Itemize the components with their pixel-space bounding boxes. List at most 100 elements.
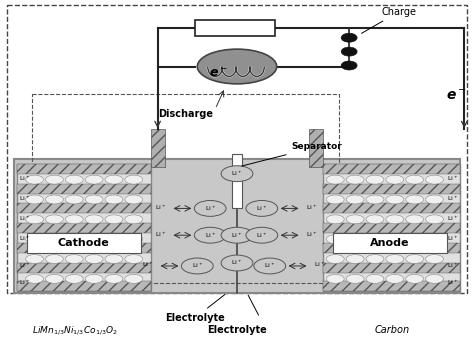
Ellipse shape: [46, 274, 64, 283]
Bar: [310, 129, 323, 167]
Text: Li$^+$: Li$^+$: [231, 259, 243, 267]
Text: Li$^+$: Li$^+$: [18, 279, 30, 287]
Bar: [232, 154, 242, 209]
Ellipse shape: [85, 195, 103, 204]
Ellipse shape: [341, 61, 357, 70]
Ellipse shape: [326, 215, 344, 224]
Ellipse shape: [341, 33, 357, 42]
Ellipse shape: [65, 175, 83, 184]
Ellipse shape: [246, 200, 278, 216]
Ellipse shape: [406, 235, 424, 244]
Ellipse shape: [426, 274, 444, 283]
Ellipse shape: [197, 49, 277, 84]
Ellipse shape: [346, 195, 364, 204]
Ellipse shape: [26, 255, 44, 264]
Text: Li$^+$: Li$^+$: [447, 262, 458, 270]
Text: Li$^+$: Li$^+$: [18, 174, 30, 183]
Ellipse shape: [194, 200, 226, 216]
Ellipse shape: [426, 215, 444, 224]
Bar: [323, 164, 460, 174]
Ellipse shape: [406, 255, 424, 264]
Bar: [17, 223, 151, 233]
Bar: [32, 94, 339, 283]
Bar: [195, 20, 275, 36]
Ellipse shape: [346, 175, 364, 184]
Bar: [17, 184, 151, 194]
Text: Separator: Separator: [242, 142, 342, 166]
Ellipse shape: [85, 215, 103, 224]
Ellipse shape: [426, 255, 444, 264]
Text: Li$^+$: Li$^+$: [447, 279, 458, 287]
Ellipse shape: [346, 235, 364, 244]
Text: Li$^+$: Li$^+$: [306, 203, 317, 212]
Text: e$^-$: e$^-$: [209, 67, 228, 80]
Ellipse shape: [221, 166, 253, 182]
Ellipse shape: [26, 215, 44, 224]
Text: Electrolyte: Electrolyte: [165, 294, 225, 322]
Ellipse shape: [65, 215, 83, 224]
Ellipse shape: [46, 175, 64, 184]
Ellipse shape: [326, 274, 344, 283]
Text: Li$^+$: Li$^+$: [231, 231, 243, 240]
Bar: [323, 164, 460, 291]
Ellipse shape: [386, 255, 404, 264]
Text: Discharge: Discharge: [158, 109, 213, 119]
Ellipse shape: [426, 195, 444, 204]
Ellipse shape: [326, 175, 344, 184]
Ellipse shape: [386, 274, 404, 283]
Bar: [323, 243, 460, 253]
Ellipse shape: [386, 215, 404, 224]
Ellipse shape: [366, 195, 384, 204]
Bar: [323, 281, 460, 291]
Bar: [14, 159, 460, 293]
Bar: [323, 223, 460, 233]
Ellipse shape: [326, 255, 344, 264]
Text: Li$^+$: Li$^+$: [205, 204, 216, 213]
Text: Li$^+$: Li$^+$: [447, 174, 458, 183]
Ellipse shape: [105, 274, 123, 283]
Ellipse shape: [85, 175, 103, 184]
Text: LiMn$_{1/3}$Ni$_{1/3}$Co$_{1/3}$O$_2$: LiMn$_{1/3}$Ni$_{1/3}$Co$_{1/3}$O$_2$: [32, 324, 118, 337]
Bar: [17, 164, 151, 174]
Ellipse shape: [26, 175, 44, 184]
Ellipse shape: [366, 255, 384, 264]
Bar: [323, 184, 460, 194]
Ellipse shape: [326, 195, 344, 204]
Ellipse shape: [46, 195, 64, 204]
Bar: [17, 164, 151, 291]
Bar: [323, 263, 460, 273]
Ellipse shape: [105, 235, 123, 244]
Text: Li$^+$: Li$^+$: [447, 214, 458, 223]
Bar: [27, 233, 141, 253]
Bar: [17, 281, 151, 291]
Ellipse shape: [406, 195, 424, 204]
Ellipse shape: [105, 195, 123, 204]
Bar: [17, 263, 151, 273]
Ellipse shape: [105, 215, 123, 224]
Ellipse shape: [346, 215, 364, 224]
Text: Li$^+$: Li$^+$: [447, 234, 458, 243]
Text: Li$^+$: Li$^+$: [18, 234, 30, 243]
Ellipse shape: [221, 227, 253, 243]
Text: Li$^+$: Li$^+$: [306, 230, 317, 239]
Ellipse shape: [65, 255, 83, 264]
Text: Li$^+$: Li$^+$: [314, 261, 325, 269]
Ellipse shape: [46, 215, 64, 224]
Ellipse shape: [346, 274, 364, 283]
Ellipse shape: [26, 195, 44, 204]
Ellipse shape: [26, 235, 44, 244]
Text: Li$^+$: Li$^+$: [18, 262, 30, 270]
Bar: [151, 129, 164, 167]
Ellipse shape: [326, 235, 344, 244]
Ellipse shape: [366, 175, 384, 184]
Ellipse shape: [366, 235, 384, 244]
Ellipse shape: [125, 235, 143, 244]
Ellipse shape: [386, 175, 404, 184]
Ellipse shape: [366, 215, 384, 224]
Ellipse shape: [65, 195, 83, 204]
Ellipse shape: [406, 215, 424, 224]
Ellipse shape: [125, 255, 143, 264]
Ellipse shape: [85, 255, 103, 264]
Ellipse shape: [26, 274, 44, 283]
Ellipse shape: [366, 274, 384, 283]
